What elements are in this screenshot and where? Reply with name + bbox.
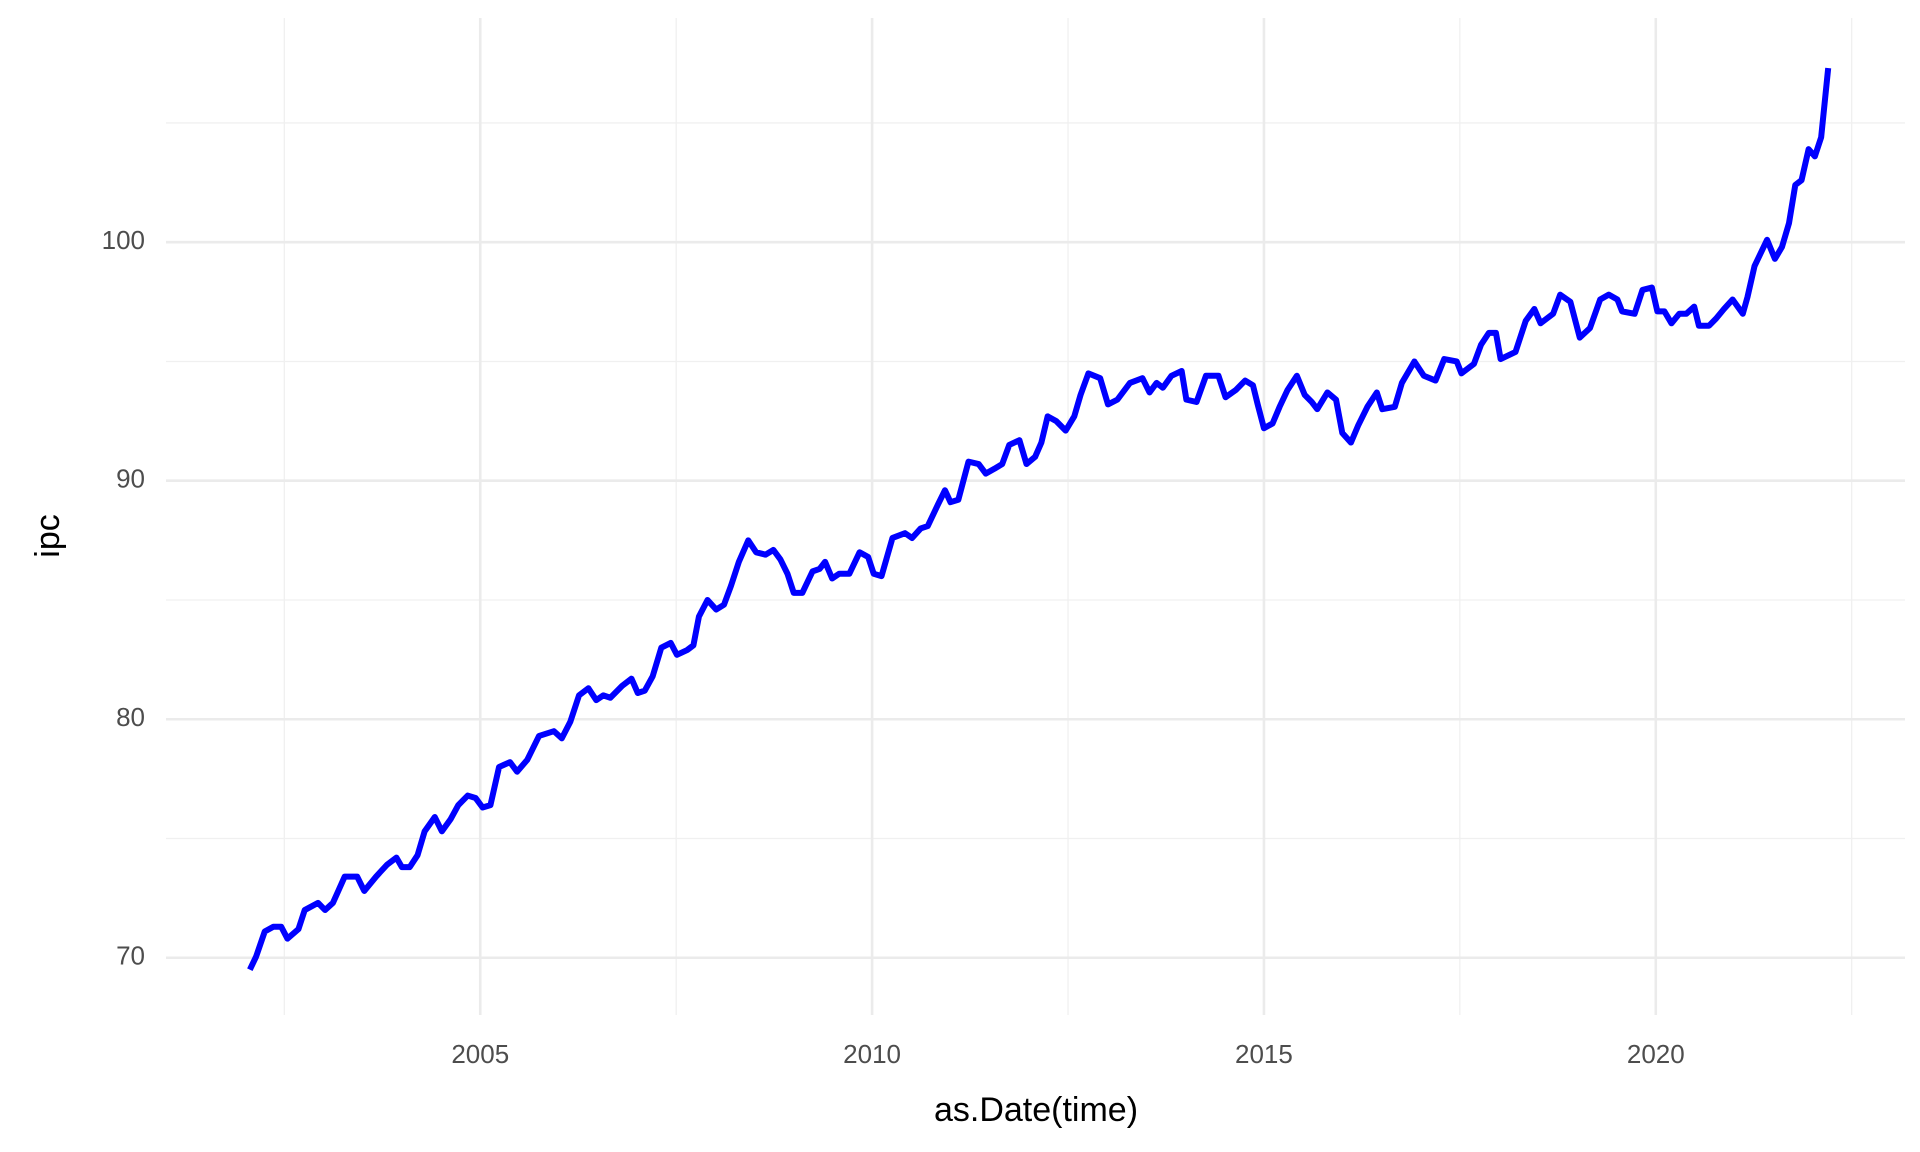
- y-tick-label: 100: [102, 225, 145, 255]
- y-tick-label: 80: [116, 702, 145, 732]
- data-line: [247, 67, 1832, 971]
- x-axis-title: as.Date(time): [934, 1091, 1138, 1129]
- y-tick-label: 90: [116, 464, 145, 494]
- x-tick-label: 2010: [843, 1039, 901, 1069]
- x-tick-label: 2020: [1627, 1039, 1685, 1069]
- y-axis-title: ipc: [29, 514, 67, 557]
- x-tick-label: 2015: [1235, 1039, 1293, 1069]
- y-tick-label: 70: [116, 941, 145, 971]
- x-tick-label: 2005: [451, 1039, 509, 1069]
